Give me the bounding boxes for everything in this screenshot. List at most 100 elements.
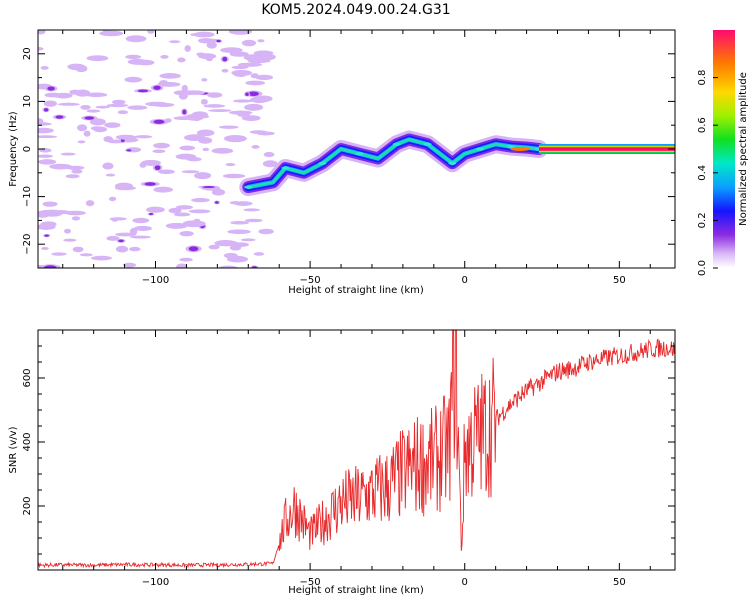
noise-blob — [233, 242, 249, 247]
noise-core — [44, 234, 49, 237]
noise-blob — [125, 35, 147, 43]
noise-blob — [178, 92, 188, 100]
colorbar-label: Normalized spectral amplitude — [738, 72, 749, 226]
snr-xlabel: Height of straight line (km) — [288, 585, 424, 596]
y-tick-label: −10 — [22, 186, 33, 207]
colorbar-tick-label: 0.0 — [697, 260, 708, 276]
spectrogram-ylabel: Frequency (Hz) — [8, 111, 19, 187]
snr-ticks: −100 −50 0 50 200 400 600 — [22, 329, 675, 588]
noise-blob — [89, 118, 106, 126]
noise-blob — [64, 210, 86, 216]
trace-peak — [448, 161, 457, 165]
noise-blob — [229, 51, 249, 57]
noise-blob — [134, 225, 152, 232]
x-tick-label: 0 — [462, 577, 468, 588]
noise-blob — [221, 68, 229, 73]
noise-blob — [193, 31, 215, 38]
noise-blob — [153, 186, 173, 193]
noise-blob — [192, 114, 202, 122]
x-tick-label: −100 — [142, 577, 169, 588]
noise-blob — [49, 163, 73, 170]
noise-blob — [203, 104, 226, 108]
noise-blob — [71, 169, 83, 174]
noise-blob — [158, 79, 169, 87]
noise-blob — [215, 240, 239, 246]
noise-blob — [201, 78, 208, 82]
noise-blob — [65, 174, 80, 179]
noise-blob — [176, 263, 188, 268]
noise-blob — [228, 30, 253, 35]
noise-blob — [225, 163, 236, 167]
noise-blob — [85, 200, 95, 207]
noise-blob — [60, 152, 76, 156]
noise-blob — [38, 127, 54, 134]
snr-panel: −100 −50 0 50 200 400 600 Height of straight l… — [8, 329, 676, 596]
noise-blob — [159, 72, 181, 79]
noise-blob — [127, 105, 148, 110]
trace-peak — [355, 152, 364, 156]
y-tick-label: 0 — [22, 146, 33, 152]
trace-peak — [244, 185, 253, 189]
noise-blob — [38, 46, 44, 51]
x-tick-label: −50 — [300, 275, 321, 286]
noise-blob — [39, 209, 55, 216]
noise-core — [118, 239, 124, 243]
noise-blob — [200, 98, 208, 105]
noise-blob — [99, 30, 124, 37]
trace-peak — [281, 166, 290, 170]
noise-blob — [86, 55, 109, 62]
noise-blob — [42, 201, 58, 207]
noise-blob — [112, 99, 126, 105]
noise-blob — [105, 173, 116, 177]
noise-core — [153, 119, 165, 124]
carrier-peak — [510, 147, 531, 151]
noise-blob — [41, 247, 49, 250]
noise-blob — [116, 183, 127, 189]
y-tick-label: 200 — [22, 496, 33, 515]
noise-blob — [141, 159, 161, 166]
snr-frame — [37, 329, 676, 571]
noise-blob — [129, 246, 141, 252]
noise-blob — [177, 57, 186, 63]
noise-blob — [40, 65, 49, 70]
noise-blob — [249, 96, 270, 103]
noise-blob — [253, 50, 274, 56]
noise-blob — [71, 216, 81, 221]
noise-blob — [226, 255, 249, 263]
noise-blob — [173, 212, 191, 217]
colorbar-tick-label: 0.4 — [697, 165, 708, 181]
noise-blob — [228, 110, 253, 115]
noise-blob — [211, 188, 226, 196]
noise-blob — [74, 89, 91, 97]
noise-blob — [160, 54, 169, 59]
noise-blob — [220, 47, 243, 54]
noise-blob — [231, 65, 249, 70]
noise-blob — [194, 172, 212, 180]
noise-blob — [184, 90, 206, 95]
noise-blob — [257, 39, 265, 43]
x-tick-label: 50 — [613, 577, 626, 588]
noise-blob — [106, 103, 129, 108]
noise-blob — [93, 126, 108, 133]
noise-core — [222, 56, 228, 62]
noise-blob — [218, 265, 238, 268]
noise-blob — [181, 84, 188, 92]
noise-blob — [249, 130, 268, 134]
noise-blob — [244, 103, 264, 111]
noise-blob — [208, 244, 220, 250]
noise-blob — [182, 220, 206, 228]
noise-core — [43, 265, 57, 268]
noise-blob — [38, 135, 58, 139]
noise-blob — [106, 235, 120, 241]
noise-blob — [72, 246, 84, 253]
noise-blob — [241, 115, 261, 121]
x-tick-label: −100 — [142, 275, 169, 286]
noise-blob — [80, 104, 91, 110]
noise-blob — [229, 201, 242, 205]
noise-blob — [263, 152, 275, 158]
figure-title: KOM5.2024.049.00.24.G31 — [261, 2, 450, 18]
noise-blob — [132, 217, 150, 224]
noise-blob — [95, 105, 110, 109]
noise-blob — [104, 122, 121, 128]
trace-peak — [476, 147, 485, 151]
